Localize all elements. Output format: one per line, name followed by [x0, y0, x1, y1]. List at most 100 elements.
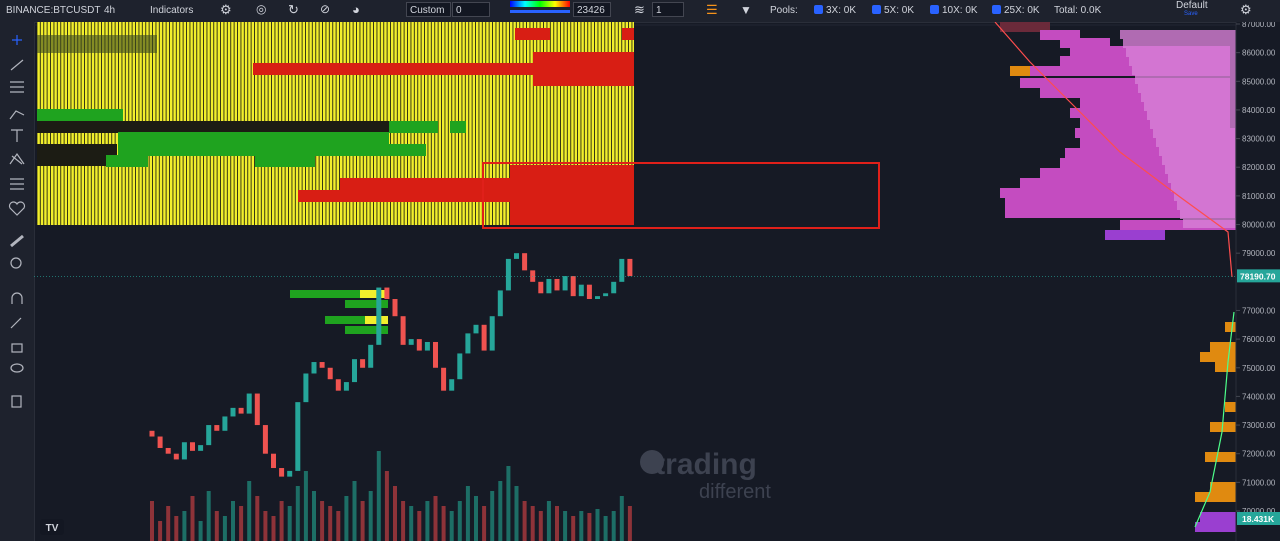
candle-body [376, 287, 382, 345]
candle-body [554, 278, 560, 291]
heat-cell [389, 121, 438, 133]
visibility-tool[interactable] [10, 363, 24, 373]
candle-body [287, 470, 293, 477]
lock-tool[interactable] [11, 343, 23, 353]
measure-lines[interactable] [10, 178, 24, 190]
save[interactable]: Save [1184, 11, 1198, 17]
range-slider[interactable] [510, 10, 570, 13]
settings-icon[interactable]: ⚙ [220, 2, 232, 17]
text-tool[interactable] [11, 129, 23, 142]
interval[interactable]: 4h [104, 5, 116, 16]
candle-body [441, 367, 447, 391]
volume-bar [287, 506, 292, 541]
checkbox[interactable] [992, 5, 1001, 14]
palette-icon[interactable]: ◕ [352, 2, 360, 17]
ruler-tool[interactable] [10, 234, 24, 248]
layers-input[interactable]: 1 [652, 2, 684, 17]
profile-bar [1040, 30, 1080, 40]
candle-body [433, 341, 438, 368]
volume-bar [595, 509, 600, 541]
magnet-tool[interactable] [11, 292, 23, 304]
symbol[interactable]: BINANCE:BTCUSDT [6, 5, 101, 16]
profile-bar [1065, 148, 1235, 158]
favorites-tool[interactable] [8, 201, 26, 216]
candle-body [157, 436, 163, 448]
profile-bar [1105, 230, 1165, 240]
candle-body [279, 468, 285, 477]
pools-label: Pools: [770, 5, 798, 16]
volume-bar [457, 501, 462, 541]
candle-body [352, 359, 357, 383]
hide-icon[interactable]: ◎ [256, 2, 267, 16]
line-tool[interactable] [10, 59, 24, 71]
profile-bar [1150, 120, 1236, 129]
candle-body [230, 407, 236, 417]
profile-bar [1138, 84, 1236, 93]
volume-bar [490, 491, 495, 541]
tick-label: 81000.00 [1242, 192, 1276, 201]
profile-bar [1215, 362, 1236, 372]
candle-body [327, 367, 333, 380]
tick-label: 84000.00 [1242, 106, 1276, 115]
candle-body [262, 425, 268, 454]
mode-select[interactable]: Custom [406, 2, 451, 17]
volume-tag [1237, 512, 1280, 525]
mode-input[interactable]: 0 [452, 2, 490, 17]
layers-icon[interactable]: ≋ [634, 2, 645, 17]
profile-bar [1120, 30, 1236, 39]
tick-label: 73000.00 [1242, 421, 1276, 430]
candle-body [578, 284, 584, 297]
candle-body [489, 316, 495, 351]
block-icon[interactable]: ⊘ [320, 2, 331, 16]
brush-tool[interactable] [9, 110, 25, 120]
profile-bar [1020, 178, 1235, 188]
candle-body [181, 442, 187, 460]
tick-label: 82000.00 [1242, 163, 1276, 172]
lines-icon[interactable]: ☰ [706, 2, 718, 17]
indicators[interactable]: Indicators [150, 5, 194, 16]
crosshair-tool[interactable] [12, 35, 22, 45]
candle-body [335, 379, 341, 391]
candle-body [303, 373, 309, 403]
filter-icon[interactable]: ▼ [740, 3, 752, 17]
fib-tool[interactable] [10, 81, 24, 93]
candle-body [505, 258, 511, 291]
candle-body [481, 324, 487, 351]
lock-draw-tool[interactable] [10, 317, 22, 329]
volume-bar [368, 491, 373, 541]
volume-bar [352, 481, 357, 541]
checkbox[interactable] [814, 5, 823, 14]
candle-body [319, 362, 325, 368]
toolbar: BINANCE:BTCUSDT 4h Indicators ⚙ ◎ ↻ ⊘ ◕ … [0, 0, 1280, 23]
candle-body [254, 393, 260, 426]
volume-bar [279, 501, 284, 541]
candle-body [449, 379, 455, 391]
pool-10x: 10X: 0K [942, 5, 978, 16]
candle-body [538, 281, 544, 294]
candle-body [206, 425, 212, 446]
volume-bar [247, 481, 252, 541]
profile-bar [1060, 158, 1235, 168]
candle-body [570, 276, 576, 297]
heat-cell [510, 165, 634, 225]
profile-bar [1195, 522, 1236, 532]
candle-body [190, 442, 195, 451]
heat-cell [345, 300, 388, 308]
candle-body [384, 287, 390, 300]
settings-icon[interactable]: ⚙ [1240, 2, 1252, 17]
checkbox[interactable] [872, 5, 881, 14]
last-price-tag [1237, 269, 1280, 283]
layout-name[interactable]: Default [1176, 0, 1208, 11]
pattern-tool[interactable] [9, 152, 25, 165]
profile-bar [1147, 111, 1236, 120]
trash-tool[interactable] [11, 395, 22, 408]
zoom-tool[interactable] [10, 257, 22, 269]
heat-cell [37, 109, 123, 121]
checkbox[interactable] [930, 5, 939, 14]
range-input[interactable]: 23426 [573, 2, 611, 17]
volume-bar [295, 486, 300, 541]
volume-bar [482, 506, 487, 541]
profile-bar [1225, 322, 1236, 332]
refresh-icon[interactable]: ↻ [288, 2, 299, 17]
